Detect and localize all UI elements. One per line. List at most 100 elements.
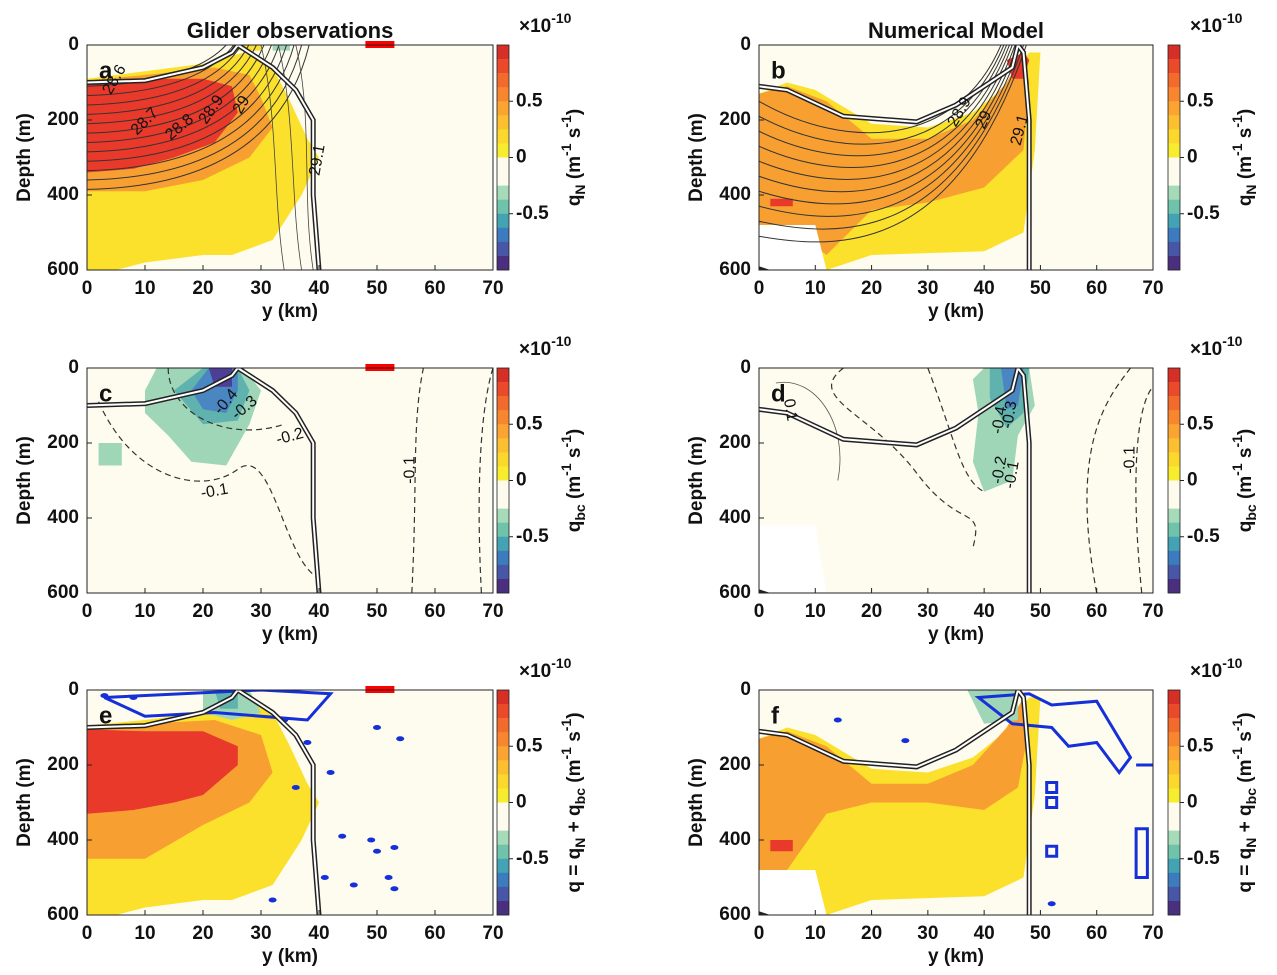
x-tick-label: 50 bbox=[1030, 278, 1051, 299]
label-part: ) bbox=[1235, 109, 1256, 115]
colorbar-swatch bbox=[497, 494, 509, 509]
colorbar-swatch bbox=[1168, 900, 1180, 916]
colorbar-swatch bbox=[497, 746, 509, 761]
colorbar-swatch bbox=[1168, 45, 1180, 60]
label-part: + q bbox=[564, 804, 585, 837]
colorbar-swatch bbox=[497, 87, 509, 102]
y-tick-label: 200 bbox=[47, 109, 79, 130]
blue-contour bbox=[320, 875, 329, 880]
colorbar-label: q = qN + qbc (m-1 s-1) bbox=[1229, 712, 1259, 892]
colorbar-tick-label: -0.5 bbox=[1187, 203, 1220, 224]
label-part: N bbox=[1243, 838, 1259, 848]
blue-contour bbox=[384, 875, 393, 880]
colorbar-swatch bbox=[1168, 816, 1180, 831]
colorbar-swatch bbox=[1168, 396, 1180, 411]
colorbar-swatch bbox=[1168, 368, 1180, 383]
colorbar-swatch bbox=[497, 536, 509, 552]
label-part: q bbox=[564, 195, 585, 207]
x-tick-label: 30 bbox=[917, 923, 938, 944]
label-part: -1 bbox=[558, 115, 574, 128]
blue-contour bbox=[390, 886, 399, 892]
x-tick-label: 60 bbox=[1086, 923, 1107, 944]
colorbar-swatch bbox=[1168, 438, 1180, 453]
contour-label: -0.1 bbox=[401, 456, 418, 484]
colorbar-multiplier: ×10-10 bbox=[519, 10, 572, 37]
front-line bbox=[759, 690, 1031, 915]
colorbar-swatch bbox=[1168, 718, 1180, 733]
field-region bbox=[98, 443, 122, 466]
y-tick-label: 400 bbox=[719, 184, 751, 205]
front-line bbox=[87, 45, 320, 270]
axes-frame bbox=[758, 44, 1154, 271]
colorbar-swatch bbox=[1168, 410, 1180, 425]
field-region bbox=[759, 225, 827, 270]
colorbar-swatch bbox=[1168, 536, 1180, 552]
label-part: N bbox=[572, 838, 588, 848]
colorbar-swatch bbox=[1168, 480, 1180, 495]
label-part: q = q bbox=[1235, 848, 1256, 893]
contour bbox=[759, 45, 1013, 180]
y-axis-label: Depth (m) bbox=[14, 436, 35, 525]
axes-frame bbox=[86, 689, 494, 916]
colorbar-swatch bbox=[497, 564, 509, 580]
blue-contour bbox=[833, 717, 842, 723]
blue-contour bbox=[338, 833, 347, 839]
x-tick-label: 40 bbox=[308, 923, 329, 944]
contour bbox=[260, 45, 285, 270]
label-part: -10 bbox=[1222, 333, 1242, 349]
colorbar-swatch bbox=[1168, 129, 1180, 144]
colorbar-label: qN (m-1 s-1) bbox=[558, 109, 588, 206]
plot-area bbox=[87, 368, 493, 593]
x-tick-label: 50 bbox=[1030, 601, 1051, 622]
contour bbox=[759, 45, 1002, 134]
blue-contour bbox=[901, 738, 910, 744]
x-tick-label: 70 bbox=[482, 278, 503, 299]
x-tick-label: 40 bbox=[308, 278, 329, 299]
label-part: -1 bbox=[558, 747, 574, 760]
colorbar-swatch bbox=[497, 704, 509, 719]
blue-contour bbox=[349, 882, 358, 888]
contour bbox=[478, 368, 493, 593]
blue-contour bbox=[1045, 796, 1059, 809]
y-tick-label: 200 bbox=[719, 109, 751, 130]
label-part: -1 bbox=[558, 463, 574, 476]
contour-label: 29 bbox=[972, 108, 995, 131]
label-part: + q bbox=[1235, 804, 1256, 837]
field-region bbox=[272, 45, 290, 51]
x-tick-label: 70 bbox=[482, 923, 503, 944]
colorbar-swatch bbox=[1168, 746, 1180, 761]
x-tick-label: 70 bbox=[1142, 601, 1163, 622]
contour bbox=[167, 368, 285, 431]
contour-label: -0.1 bbox=[1001, 460, 1023, 490]
contour bbox=[87, 45, 303, 181]
field-region bbox=[759, 525, 827, 593]
colorbar-swatch bbox=[497, 73, 509, 88]
contour bbox=[87, 45, 250, 115]
colorbar-label: qbc (m-1 s-1) bbox=[1229, 429, 1259, 533]
panel-label: b bbox=[771, 57, 786, 84]
colorbar-swatch bbox=[497, 424, 509, 439]
y-tick-label: 600 bbox=[47, 259, 79, 280]
contour bbox=[87, 45, 242, 106]
colorbar-swatch bbox=[497, 396, 509, 411]
axes-frame bbox=[758, 367, 1154, 594]
label-part: (m bbox=[1235, 476, 1256, 505]
label-part: -1 bbox=[1229, 143, 1245, 156]
colorbar-swatch bbox=[497, 143, 509, 158]
panel-label: c bbox=[99, 380, 112, 407]
x-tick-label: 10 bbox=[134, 923, 155, 944]
colorbar-swatch bbox=[497, 255, 509, 271]
contour bbox=[1086, 368, 1131, 593]
y-tick-label: 200 bbox=[47, 754, 79, 775]
x-tick-label: 10 bbox=[134, 278, 155, 299]
blue-contour bbox=[268, 897, 277, 903]
colorbar-swatch bbox=[1168, 255, 1180, 271]
colorbar-swatch bbox=[497, 185, 509, 200]
blue-contour bbox=[373, 848, 381, 854]
colorbar-swatch bbox=[497, 382, 509, 397]
colorbar-swatch bbox=[1168, 858, 1180, 874]
colorbar-swatch bbox=[497, 171, 509, 186]
panel-label: d bbox=[771, 380, 786, 407]
colorbar-swatch bbox=[1168, 171, 1180, 186]
field-region bbox=[759, 52, 1030, 255]
